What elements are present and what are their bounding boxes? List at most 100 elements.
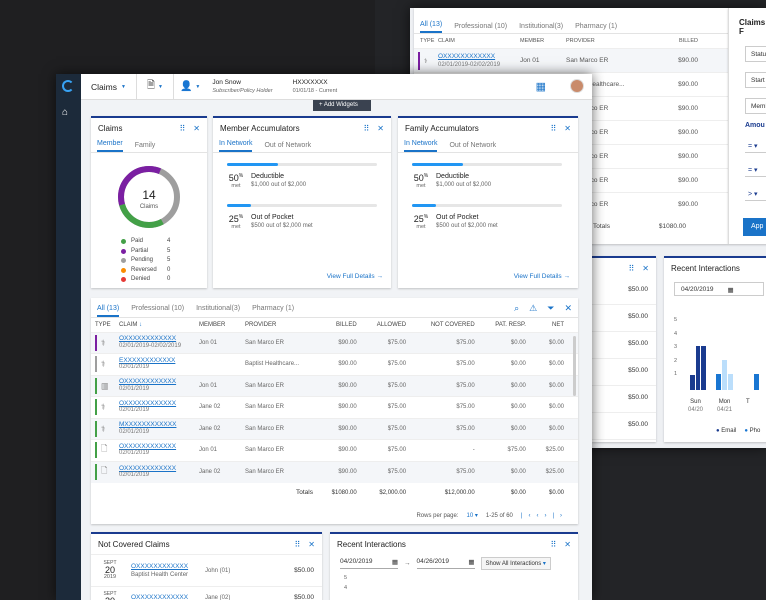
percent-met: met	[231, 183, 241, 189]
claim-link[interactable]: OXXXXXXXXXXXX	[119, 464, 177, 472]
table-scrollbar[interactable]	[573, 336, 576, 396]
tab-professional[interactable]: Professional (10)	[131, 305, 185, 312]
table-row[interactable]: 🗋 OXXXXXXXXXXXX 02/01/2019 Jane 02 San Marco…	[91, 461, 578, 483]
recent-to-date[interactable]: 04/26/2019 ▦	[416, 558, 475, 569]
back-nc-drag-icon[interactable]: ⠿	[628, 263, 635, 273]
back-tab-all[interactable]: All (13)	[420, 21, 443, 33]
list-item[interactable]: SEPT 20 2019 OXXXXXXXXXXXX Baptist Health Ce…	[91, 554, 322, 586]
back-col-claim[interactable]: CLAIM	[438, 38, 455, 44]
filter-field[interactable]: Start	[745, 72, 766, 88]
close-icon[interactable]: ✕	[564, 123, 571, 133]
search-icon[interactable]: ⌕	[514, 303, 520, 313]
claim-link[interactable]: OXXXXXXXXXXXX	[119, 378, 177, 386]
filter-operator-select[interactable]: = ▾	[745, 163, 766, 177]
back-nc-close-icon[interactable]: ✕	[642, 263, 649, 273]
tab-all[interactable]: All (13)	[97, 305, 120, 317]
table-row[interactable]: ▥ OXXXXXXXXXXXX 02/01/2019 Jon 01 San Marco …	[91, 375, 578, 397]
close-icon[interactable]: ✕	[308, 539, 315, 549]
avatar[interactable]	[570, 79, 584, 93]
member-cell: Jane 02	[199, 469, 221, 475]
page-nav-icons[interactable]: |‹‹›|›	[520, 512, 568, 519]
percent-number: 25	[413, 214, 424, 224]
app-logo-icon[interactable]	[62, 80, 74, 92]
recent-from-date[interactable]: 04/20/2019 ▦	[340, 558, 398, 569]
accumulator-label: Deductible	[251, 173, 285, 180]
family-view-details-link[interactable]: View Full Details →	[513, 273, 570, 280]
close-icon[interactable]: ✕	[377, 123, 384, 133]
claims-filter-panel: Claims F StatusStartMemb Amou = ▾= ▾> ▾ …	[728, 8, 766, 244]
back-tab-pharmacy[interactable]: Pharmacy (1)	[575, 23, 618, 30]
add-widgets-button[interactable]: + Add Widgets	[313, 100, 371, 111]
drag-icon[interactable]: ⠿	[550, 123, 557, 133]
tab-in-network[interactable]: In Network	[219, 140, 253, 152]
drag-icon[interactable]: ⠿	[550, 539, 557, 549]
date-day: 20	[99, 596, 121, 600]
app-menu[interactable]: Claims ▼	[81, 74, 137, 99]
back-ri-day: Mon 04/21	[717, 398, 732, 414]
claim-cell[interactable]: MXXXXXXXXXXXX 02/01/2019	[115, 418, 195, 440]
page-size-select[interactable]: 10 ▾	[466, 513, 478, 519]
close-icon[interactable]: ✕	[193, 123, 200, 133]
close-icon[interactable]: ✕	[564, 539, 571, 549]
tab-institutional[interactable]: Institutional(3)	[196, 305, 241, 312]
status-stripe	[95, 420, 97, 437]
claim-link[interactable]: MXXXXXXXXXXXX	[119, 421, 177, 429]
home-icon[interactable]: ⌂	[62, 107, 69, 118]
table-row[interactable]: 🗋 OXXXXXXXXXXXX 02/01/2019 Jon 01 San Marco …	[91, 439, 578, 462]
back-tab-professional[interactable]: Professional (10)	[454, 23, 508, 30]
tab-member[interactable]: Member	[97, 140, 123, 152]
date-day: 20	[104, 565, 115, 575]
drag-icon[interactable]: ⠿	[179, 123, 186, 133]
tab-in-network[interactable]: In Network	[404, 140, 438, 152]
tab-out-of-network[interactable]: Out of Network	[449, 142, 497, 149]
claim-cell[interactable]: OXXXXXXXXXXXX 02/01/2019	[115, 375, 195, 397]
table-row[interactable]: ⚕ EXXXXXXXXXXXX 02/01/2019 Baptist Healthca…	[91, 353, 578, 376]
drag-icon[interactable]: ⠿	[294, 539, 301, 549]
table-row[interactable]: ⚕ OXXXXXXXXXXXX 02/01/2019 Jane 02 San Marco…	[91, 396, 578, 419]
nc-claim-link[interactable]: OXXXXXXXXXXXX	[131, 593, 189, 600]
claim-link[interactable]: EXXXXXXXXXXXX	[119, 356, 176, 364]
back-claim-cell[interactable]: OXXXXXXXXXXXX 02/01/2019-02/02/2019	[438, 53, 520, 69]
drag-icon[interactable]: ⠿	[363, 123, 370, 133]
filter-apply-button[interactable]: App	[743, 218, 766, 236]
back-billed-cell: $90.00	[678, 129, 698, 136]
allowed-cell: $75.00	[387, 404, 407, 411]
table-row[interactable]: ⚕ MXXXXXXXXXXXX 02/01/2019 Jane 02 San Marco…	[91, 418, 578, 440]
claim-cell[interactable]: OXXXXXXXXXXXX 02/01/2019	[115, 461, 195, 483]
filter-icon[interactable]: ⏷	[547, 303, 555, 313]
claim-cell[interactable]: OXXXXXXXXXXXX 02/01/2019	[115, 440, 195, 462]
date-month: SEPT	[103, 560, 117, 566]
table-row[interactable]: ⚕ OXXXXXXXXXXXX 02/01/2019-02/02/2019 Jon 0…	[91, 332, 578, 354]
interaction-filter-select[interactable]: Show All Interactions ▾	[480, 557, 551, 570]
claim-link[interactable]: OXXXXXXXXXXXX	[119, 399, 177, 407]
claim-cell[interactable]: OXXXXXXXXXXXX 02/01/2019-02/02/2019	[115, 332, 195, 354]
tab-family[interactable]: Family	[134, 142, 156, 149]
member-view-details-link[interactable]: View Full Details →	[326, 273, 383, 280]
filter-operator-select[interactable]: = ▾	[745, 139, 766, 153]
filter-field[interactable]: Status	[745, 46, 766, 62]
claim-cell[interactable]: EXXXXXXXXXXXX 02/01/2019	[115, 354, 195, 376]
member-menu[interactable]: 👤 ▼	[174, 74, 206, 99]
back-col-member: MEMBER	[520, 38, 545, 44]
col-claim[interactable]: CLAIM ↓	[119, 321, 143, 328]
grid-apps-icon[interactable]: ▦	[535, 81, 546, 93]
not-covered-claims-card: Not Covered Claims ⠿ ✕ SEPT 20 2019 OXXXXXXXX…	[91, 532, 322, 600]
filter-operator-select[interactable]: > ▾	[745, 187, 766, 201]
back-tab-institutional[interactable]: Institutional(3)	[519, 23, 564, 30]
claim-link[interactable]: OXXXXXXXXXXXX	[119, 442, 177, 450]
document-menu[interactable]: 🗎 ▼	[137, 74, 174, 99]
status-stripe	[95, 334, 97, 351]
nc-claim-link[interactable]: OXXXXXXXXXXXX	[131, 562, 189, 570]
claim-link[interactable]: OXXXXXXXXXXXX	[119, 335, 177, 343]
filter-field[interactable]: Memb	[745, 98, 766, 114]
back-table-row[interactable]: ⚕ OXXXXXXXXXXXX 02/01/2019-02/02/2019 Jon 0…	[414, 48, 728, 72]
tab-pharmacy[interactable]: Pharmacy (1)	[252, 305, 295, 312]
back-claim-link[interactable]: OXXXXXXXXXXXX	[438, 52, 496, 60]
warning-icon[interactable]: ⚠	[529, 303, 538, 313]
tab-out-of-network[interactable]: Out of Network	[264, 142, 312, 149]
col-not-covered: NOT COVERED	[430, 321, 475, 328]
close-icon[interactable]: ✕	[564, 303, 572, 313]
back-ri-date-field[interactable]: 04/20/2019 ▦	[674, 282, 764, 296]
claim-cell[interactable]: OXXXXXXXXXXXX 02/01/2019	[115, 397, 195, 419]
